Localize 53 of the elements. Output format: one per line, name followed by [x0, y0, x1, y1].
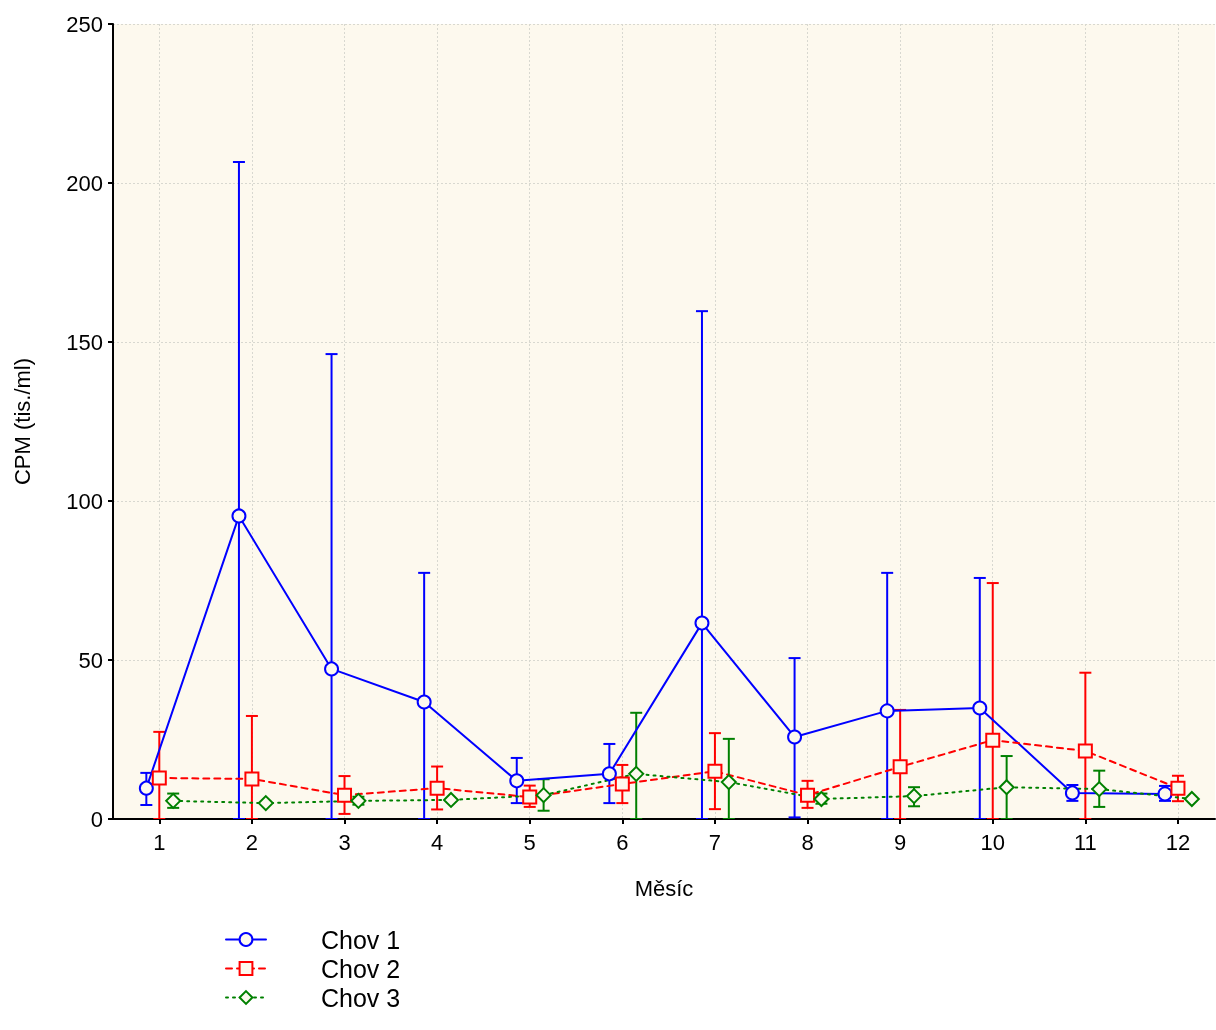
- point: [509, 773, 525, 789]
- legend-label: Chov 2: [321, 954, 401, 983]
- x-tick-label: 2: [245, 829, 259, 855]
- point: [443, 791, 460, 808]
- x-tick-label: 5: [523, 829, 536, 855]
- point: [1077, 743, 1093, 759]
- y-tick-label: 150: [66, 329, 103, 355]
- point: [879, 703, 895, 719]
- y-tick-label: 200: [66, 170, 103, 196]
- point: [985, 732, 1001, 748]
- point: [1091, 781, 1108, 798]
- point: [707, 763, 723, 779]
- x-tick-label: 4: [430, 829, 444, 855]
- y-axis-title: CPM (tis./ml): [9, 357, 35, 486]
- point: [628, 765, 645, 782]
- y-tick-label: 0: [90, 806, 103, 832]
- point: [337, 787, 353, 803]
- y-tick-label: 50: [78, 647, 103, 673]
- point: [138, 780, 154, 796]
- x-tick-label: 9: [894, 829, 907, 855]
- point: [535, 787, 552, 804]
- y-tick-label: 250: [66, 11, 103, 37]
- point: [244, 771, 260, 787]
- point: [892, 759, 908, 775]
- point: [800, 787, 816, 803]
- point: [416, 694, 432, 710]
- point: [972, 700, 988, 716]
- x-tick-label: 10: [980, 829, 1005, 855]
- point: [1170, 780, 1186, 796]
- x-tick-label: 3: [338, 829, 351, 855]
- legend-label: Chov 1: [321, 925, 401, 954]
- point: [257, 795, 274, 812]
- x-tick-label: 12: [1165, 829, 1191, 855]
- point: [324, 661, 340, 677]
- point: [151, 770, 167, 786]
- x-tick-label: 11: [1073, 829, 1097, 855]
- legend-label: Chov 3: [321, 983, 401, 1012]
- x-tick-label: 6: [616, 829, 629, 855]
- point: [998, 779, 1015, 796]
- point: [787, 729, 803, 745]
- point: [522, 789, 538, 805]
- point: [429, 780, 445, 796]
- y-tick-label: 100: [66, 488, 103, 514]
- point: [720, 774, 737, 791]
- x-axis-title: Měsíc: [634, 875, 694, 901]
- x-tick-label: 7: [708, 829, 722, 855]
- x-tick-label: 1: [153, 829, 166, 855]
- point: [694, 615, 710, 631]
- point: [614, 776, 630, 792]
- point: [601, 766, 617, 782]
- point: [231, 508, 247, 524]
- point: [1183, 790, 1200, 807]
- x-tick-label: 8: [801, 829, 814, 855]
